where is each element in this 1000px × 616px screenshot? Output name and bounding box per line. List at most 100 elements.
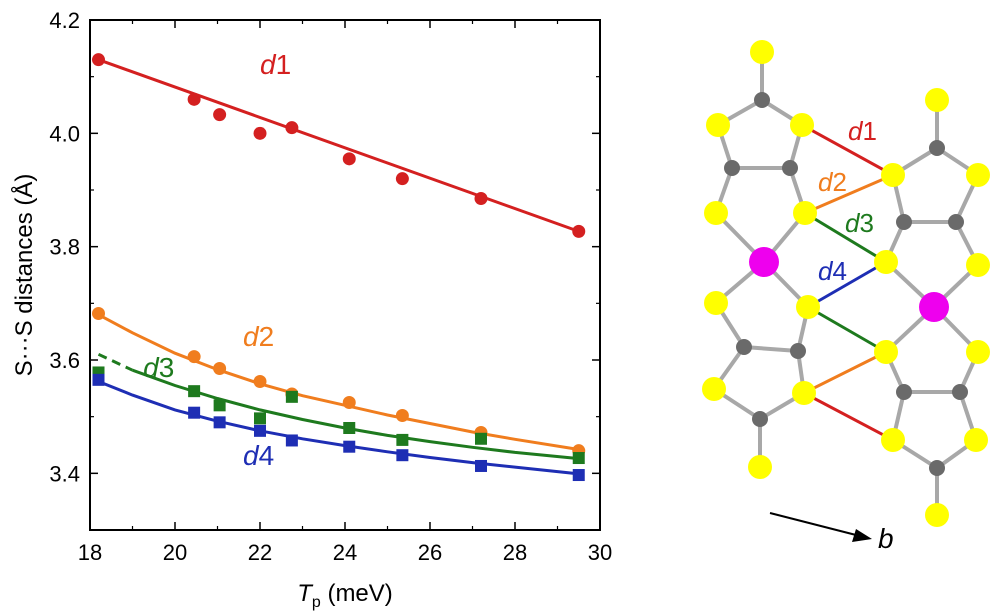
- carbon-atom: [724, 160, 740, 176]
- sulfur-atom: [792, 381, 816, 405]
- data-point-d1: [213, 108, 227, 122]
- y-tick-label: 3.4: [49, 461, 80, 486]
- data-point-d4: [396, 449, 409, 462]
- carbon-atom: [929, 140, 945, 156]
- carbon-atom: [736, 339, 752, 355]
- data-point-d4: [343, 440, 356, 453]
- sulfur-atom: [702, 377, 726, 401]
- y-tick-label: 3.8: [49, 235, 80, 260]
- data-point-d1: [474, 192, 488, 205]
- fit-line-d1: [97, 58, 580, 233]
- data-point-d3: [213, 399, 226, 412]
- carbon-atom: [896, 214, 912, 230]
- data-point-d2: [395, 409, 409, 423]
- y-tick-label: 4.0: [49, 121, 80, 146]
- contact-label-d2: d2: [818, 167, 847, 197]
- sulfur-atom: [925, 88, 949, 112]
- data-point-d3: [285, 390, 298, 403]
- sulfur-atom: [964, 428, 988, 452]
- data-point-d1: [253, 126, 267, 140]
- contact-line-d1: [803, 391, 894, 442]
- x-axis-label: Tp (meV): [297, 580, 393, 611]
- x-tick-label: 26: [418, 540, 442, 565]
- data-point-d1: [395, 172, 409, 186]
- data-point-d4: [254, 424, 266, 437]
- data-point-d1: [342, 152, 356, 166]
- x-axis-ticks: 18 20 22 24 26 28 30: [78, 20, 612, 565]
- carbon-atom: [782, 160, 798, 176]
- data-point-d4: [213, 416, 226, 429]
- x-tick-label: 22: [248, 540, 272, 565]
- x-tick-label: 30: [588, 540, 612, 565]
- x-tick-label: 24: [333, 540, 357, 565]
- sulfur-atom: [748, 455, 772, 479]
- carbon-atom: [952, 384, 968, 400]
- contact-line-d3: [804, 211, 887, 264]
- chart: 18 20 22 24 26 28 30 3.43.63.84.04.2 d1d2d3d4 …: [10, 8, 612, 611]
- x-tick-label: 28: [503, 540, 527, 565]
- sulfur-atom: [966, 163, 990, 187]
- series-label-d4: d4: [243, 440, 274, 471]
- contact-line-d2: [803, 350, 887, 395]
- metal-atom: [919, 292, 949, 322]
- data-point-d1: [187, 92, 201, 106]
- sulfur-atom: [704, 291, 728, 315]
- carbon-atom: [790, 343, 806, 359]
- data-point-d3: [396, 433, 409, 446]
- sulfur-atom: [874, 250, 898, 274]
- data-point-d4: [285, 434, 298, 447]
- sulfur-atom: [874, 340, 898, 364]
- sulfur-atom: [925, 503, 949, 527]
- y-tick-label: 4.2: [49, 8, 80, 33]
- data-point-d3: [572, 452, 585, 465]
- contact-line-d3: [807, 305, 887, 354]
- series-layer: [92, 53, 586, 482]
- series-d4: [92, 373, 585, 482]
- data-point-d1: [92, 53, 105, 67]
- contact-label-d3: d3: [845, 208, 874, 238]
- sulfur-atom: [706, 113, 730, 137]
- contact-label-d1: d1: [848, 116, 877, 146]
- data-point-d2: [342, 396, 356, 409]
- data-point-d4: [92, 373, 105, 386]
- contact-line-d2: [804, 173, 894, 215]
- metal-atom: [749, 247, 779, 277]
- sulfur-atom: [750, 40, 774, 64]
- b-axis-arrow: [769, 512, 872, 542]
- carbon-atom: [948, 214, 964, 230]
- data-point-d2: [187, 350, 201, 364]
- contact-label-d4: d4: [818, 256, 847, 286]
- data-point-d2: [213, 362, 227, 375]
- structure-contacts: [801, 123, 894, 442]
- sulfur-atom: [881, 428, 905, 452]
- series-label-d2: d2: [243, 321, 274, 352]
- structure-atoms: [702, 40, 990, 527]
- sulfur-atom: [796, 295, 820, 319]
- carbon-atom: [896, 384, 912, 400]
- carbon-atom: [754, 92, 770, 108]
- x-tick-label: 18: [78, 540, 102, 565]
- b-axis-label: b: [878, 523, 894, 554]
- data-point-d2: [92, 307, 105, 321]
- carbon-atom: [929, 460, 945, 476]
- sulfur-atom: [793, 201, 817, 225]
- series-annotations: d1 d2 d3 d4: [143, 49, 291, 471]
- sulfur-atom: [881, 163, 905, 187]
- series-label-d3: d3: [143, 352, 174, 383]
- sulfur-atom: [704, 201, 728, 225]
- y-axis-label: S···S distances (Å): [10, 174, 38, 377]
- contact-line-d1: [801, 123, 894, 177]
- series-d1: [92, 53, 586, 238]
- data-point-d4: [475, 459, 487, 472]
- fit-line-dashed-d3: [97, 352, 134, 372]
- data-point-d3: [254, 412, 266, 425]
- data-point-d4: [572, 469, 585, 482]
- bond: [743, 345, 799, 353]
- sulfur-atom: [790, 113, 814, 137]
- series-label-d1: d1: [260, 49, 291, 80]
- sulfur-atom: [966, 253, 990, 277]
- contact-line-d4: [807, 260, 887, 309]
